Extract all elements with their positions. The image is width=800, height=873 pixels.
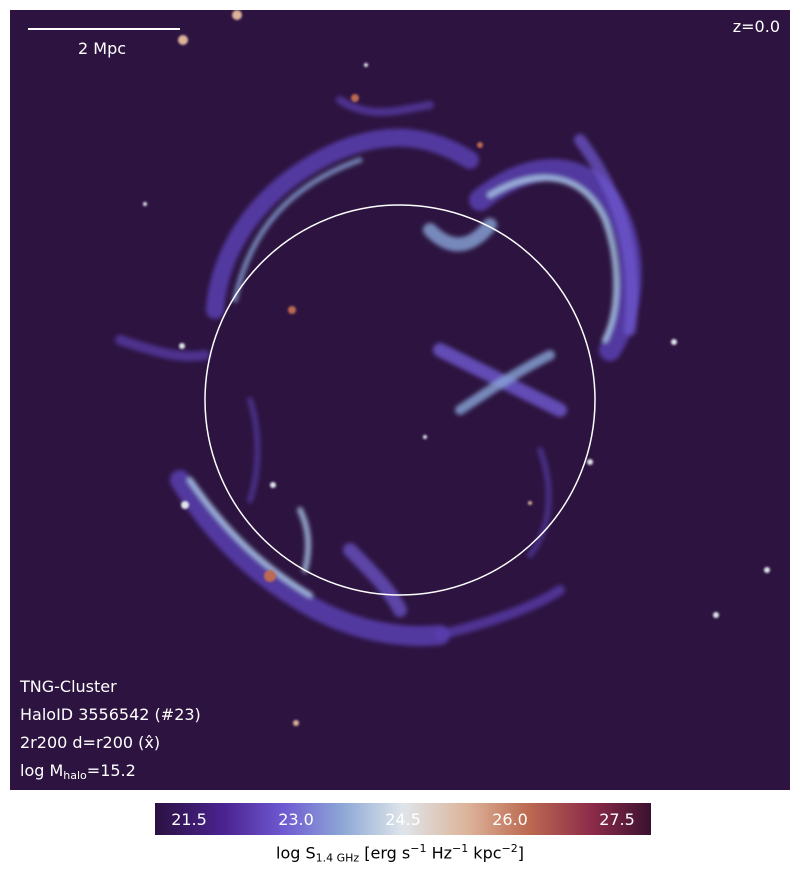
halo-mass-value: =15.2 <box>86 761 136 780</box>
colorbar-tick: 24.5 <box>385 810 421 829</box>
colorbar-label-subscript: 1.4 GHz <box>315 851 360 865</box>
halo-mass: log Mhalo=15.2 <box>20 762 136 785</box>
colorbar-label-hz: Hz <box>426 843 452 863</box>
colorbar-tick: 21.5 <box>171 810 207 829</box>
r200-circle <box>204 204 596 596</box>
colorbar-exp-1: −1 <box>410 842 427 855</box>
colorbar-label-units: [erg s <box>364 843 411 863</box>
colorbar-tick: 26.0 <box>492 810 528 829</box>
colorbar-label-kpc: kpc <box>468 843 502 863</box>
colorbar-exp-3: −2 <box>501 842 518 855</box>
halo-id: HaloID 3556542 (#23) <box>20 705 201 724</box>
colorbar-exp-2: −1 <box>452 842 469 855</box>
halo-mass-prefix: log M <box>20 761 64 780</box>
emission-layer <box>115 10 770 726</box>
colorbar-tick: 23.0 <box>278 810 314 829</box>
simulation-name: TNG-Cluster <box>20 677 117 696</box>
radio-emission-map: 2 Mpc z=0.0 TNG-Cluster HaloID 3556542 (… <box>10 10 790 790</box>
colorbar-label: log S1.4 GHz [erg s−1 Hz−1 kpc−2] <box>0 842 800 864</box>
filaments <box>115 96 642 646</box>
colorbar: 21.5 23.0 24.5 26.0 27.5 <box>155 803 651 835</box>
scale-bar <box>28 28 180 30</box>
colorbar-tick: 27.5 <box>599 810 635 829</box>
scale-bar-label: 2 Mpc <box>78 39 127 58</box>
colorbar-label-prefix: log S <box>276 843 316 863</box>
halo-mass-subscript: halo <box>63 769 87 782</box>
compact-sources <box>143 10 770 726</box>
colorbar-label-close: ] <box>517 843 524 863</box>
projection-info: 2r200 d=r200 (x̂) <box>20 733 161 752</box>
redshift-label: z=0.0 <box>732 17 780 36</box>
